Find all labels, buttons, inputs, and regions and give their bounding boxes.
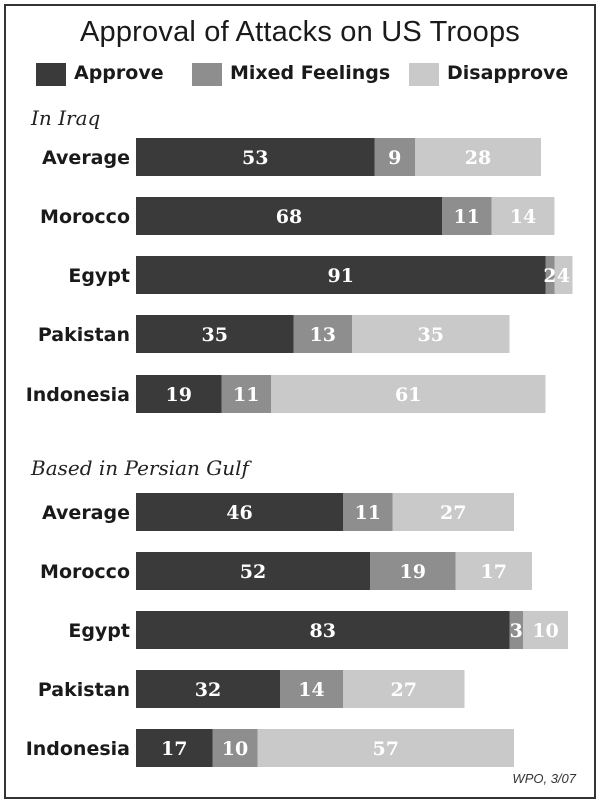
value-label-in-iraq-egypt-disapprove: 4 xyxy=(557,265,570,287)
section-label-persian-gulf: Based in Persian Gulf xyxy=(31,456,249,480)
category-label-average: Average xyxy=(42,502,130,524)
value-label-in-iraq-pakistan-approve: 35 xyxy=(202,324,228,346)
value-label-in-iraq-average-disapprove: 28 xyxy=(465,147,491,169)
chart-title: Approval of Attacks on US Troops xyxy=(79,16,520,48)
legend-swatch-disapprove xyxy=(409,63,439,86)
bar-segment-based-in-persian-gulf-egypt-disapprove xyxy=(523,611,568,649)
bar-segment-in-iraq-indonesia-disapprove xyxy=(271,375,546,413)
legend-swatch-approve xyxy=(36,63,66,86)
bar-segment-based-in-persian-gulf-indonesia-mixed-feelings xyxy=(212,729,258,767)
bar-segment-in-iraq-morocco-disapprove xyxy=(491,197,555,235)
category-label-egypt: Egypt xyxy=(68,620,130,642)
bar-segment-in-iraq-morocco-mixed-feelings xyxy=(442,197,492,235)
value-label-in-iraq-egypt-approve: 91 xyxy=(328,265,354,287)
bar-segment-in-iraq-average-disapprove xyxy=(415,138,541,176)
legend-swatch-mixed-feelings xyxy=(192,63,222,86)
value-label-based-in-persian-gulf-indonesia-mixed-feelings: 10 xyxy=(222,738,248,760)
value-label-based-in-persian-gulf-average-mixed-feelings: 11 xyxy=(355,502,381,524)
category-label-morocco: Morocco xyxy=(40,206,130,228)
bar-segment-in-iraq-indonesia-approve xyxy=(136,375,222,413)
bar-segment-in-iraq-egypt-mixed-feelings xyxy=(545,256,555,294)
bar-segment-based-in-persian-gulf-pakistan-approve xyxy=(136,670,280,708)
bar-segment-based-in-persian-gulf-average-disapprove xyxy=(392,493,514,531)
value-label-based-in-persian-gulf-pakistan-mixed-feelings: 14 xyxy=(298,679,324,701)
legend: Approve Mixed Feelings Disapprove xyxy=(0,60,600,88)
value-label-in-iraq-egypt-mixed-feelings: 2 xyxy=(543,265,556,287)
legend-label-approve: Approve xyxy=(74,62,164,84)
legend-label-disapprove: Disapprove xyxy=(447,62,569,84)
value-label-in-iraq-morocco-mixed-feelings: 11 xyxy=(454,206,480,228)
value-label-in-iraq-indonesia-disapprove: 61 xyxy=(395,384,421,406)
bar-segment-in-iraq-morocco-approve xyxy=(136,197,442,235)
bar-segment-in-iraq-egypt-disapprove xyxy=(554,256,573,294)
value-label-in-iraq-morocco-approve: 68 xyxy=(276,206,302,228)
legend-label-mixed-feelings: Mixed Feelings xyxy=(230,62,391,84)
bar-segment-in-iraq-pakistan-mixed-feelings xyxy=(293,315,352,353)
section-label-in-iraq: In Iraq xyxy=(31,106,101,130)
value-label-in-iraq-morocco-disapprove: 14 xyxy=(510,206,536,228)
category-label-average: Average xyxy=(42,147,130,169)
bar-segment-based-in-persian-gulf-average-mixed-feelings xyxy=(343,493,393,531)
bar-segment-in-iraq-pakistan-disapprove xyxy=(352,315,510,353)
value-label-in-iraq-pakistan-disapprove: 35 xyxy=(418,324,444,346)
value-label-based-in-persian-gulf-pakistan-disapprove: 27 xyxy=(391,679,417,701)
category-label-indonesia: Indonesia xyxy=(26,738,130,760)
value-label-in-iraq-indonesia-mixed-feelings: 11 xyxy=(233,384,259,406)
bar-segment-in-iraq-average-mixed-feelings xyxy=(374,138,415,176)
category-label-morocco: Morocco xyxy=(40,561,130,583)
bar-segment-based-in-persian-gulf-morocco-approve xyxy=(136,552,370,590)
value-label-based-in-persian-gulf-average-disapprove: 27 xyxy=(440,502,466,524)
value-label-in-iraq-average-mixed-feelings: 9 xyxy=(388,147,401,169)
value-label-based-in-persian-gulf-morocco-disapprove: 17 xyxy=(481,561,507,583)
bar-segment-in-iraq-pakistan-approve xyxy=(136,315,294,353)
value-label-in-iraq-indonesia-approve: 19 xyxy=(166,384,192,406)
value-label-based-in-persian-gulf-indonesia-disapprove: 57 xyxy=(373,738,399,760)
bar-segment-based-in-persian-gulf-egypt-mixed-feelings xyxy=(509,611,523,649)
category-label-pakistan: Pakistan xyxy=(38,679,130,701)
value-label-based-in-persian-gulf-morocco-approve: 52 xyxy=(240,561,266,583)
value-label-based-in-persian-gulf-indonesia-approve: 17 xyxy=(161,738,187,760)
bar-segment-based-in-persian-gulf-morocco-mixed-feelings xyxy=(370,552,456,590)
value-label-based-in-persian-gulf-egypt-mixed-feelings: 3 xyxy=(510,620,523,642)
value-label-based-in-persian-gulf-egypt-approve: 83 xyxy=(310,620,336,642)
category-label-egypt: Egypt xyxy=(68,265,130,287)
value-label-based-in-persian-gulf-morocco-mixed-feelings: 19 xyxy=(400,561,426,583)
bar-segment-based-in-persian-gulf-egypt-approve xyxy=(136,611,510,649)
source-note: WPO, 3/07 xyxy=(512,771,576,786)
bar-segment-based-in-persian-gulf-indonesia-approve xyxy=(136,729,213,767)
value-label-in-iraq-pakistan-mixed-feelings: 13 xyxy=(310,324,336,346)
bar-segment-based-in-persian-gulf-morocco-disapprove xyxy=(455,552,532,590)
bar-segment-in-iraq-average-approve xyxy=(136,138,375,176)
value-label-based-in-persian-gulf-egypt-disapprove: 10 xyxy=(532,620,558,642)
bar-segment-in-iraq-egypt-approve xyxy=(136,256,546,294)
bar-segment-based-in-persian-gulf-pakistan-mixed-feelings xyxy=(280,670,343,708)
value-label-based-in-persian-gulf-pakistan-approve: 32 xyxy=(195,679,221,701)
value-label-based-in-persian-gulf-average-approve: 46 xyxy=(226,502,252,524)
bar-segment-based-in-persian-gulf-pakistan-disapprove xyxy=(343,670,465,708)
bar-segment-based-in-persian-gulf-indonesia-disapprove xyxy=(257,729,514,767)
bar-segment-based-in-persian-gulf-average-approve xyxy=(136,493,343,531)
value-label-in-iraq-average-approve: 53 xyxy=(242,147,268,169)
bar-segment-in-iraq-indonesia-mixed-feelings xyxy=(221,375,271,413)
category-label-indonesia: Indonesia xyxy=(26,384,130,406)
category-label-pakistan: Pakistan xyxy=(38,324,130,346)
